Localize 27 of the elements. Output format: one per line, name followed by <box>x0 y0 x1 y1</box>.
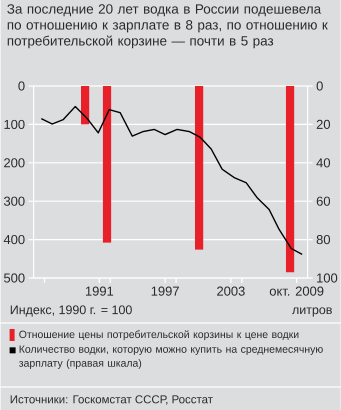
y2-tick-label: 0 <box>316 81 323 91</box>
text: Источники: Госкомстат СССР, Росстат <box>10 395 213 405</box>
y-tick-label: 300 <box>4 196 24 206</box>
x-tick-label: 1997 <box>152 286 179 296</box>
x-tick-label: 1991 <box>86 286 114 296</box>
y-tick-label: 400 <box>4 235 24 244</box>
legend-label: Отношение цены потребительской корзины к цене водки <box>19 330 298 340</box>
legend-label: Количество водки, которую можно купить на среднемесячную зарплату (правая шкала) <box>18 346 323 369</box>
y-tick-label: 100 <box>4 120 24 129</box>
y2-tick-label: 60 <box>316 196 330 206</box>
y-tick-label: 500 <box>4 273 24 283</box>
bar <box>80 86 90 124</box>
bar <box>102 86 112 243</box>
chart-title: За последние 20 лет водка в России подешевела по отношению к зарплате в 8 раз, по отношению к потребительской корзине — почти в 5 раз <box>7 4 328 48</box>
y2-tick-label: 40 <box>316 158 330 168</box>
y2-axis-title: литров <box>292 307 332 317</box>
y-axis-title: Индекс, 1990 г. = 100 <box>10 305 132 317</box>
y-tick-label: 0 <box>18 81 24 91</box>
bar <box>194 86 204 250</box>
x-tick-label: 2003 <box>217 286 245 296</box>
bar <box>286 86 294 272</box>
y2-tick-label: 80 <box>316 235 330 244</box>
x-tick-label: окт. 2009 <box>270 286 324 296</box>
y2-tick-label: 100 <box>317 273 338 283</box>
y2-tick-label: 20 <box>316 120 330 129</box>
line-series <box>40 106 303 256</box>
y-tick-label: 200 <box>4 158 24 168</box>
